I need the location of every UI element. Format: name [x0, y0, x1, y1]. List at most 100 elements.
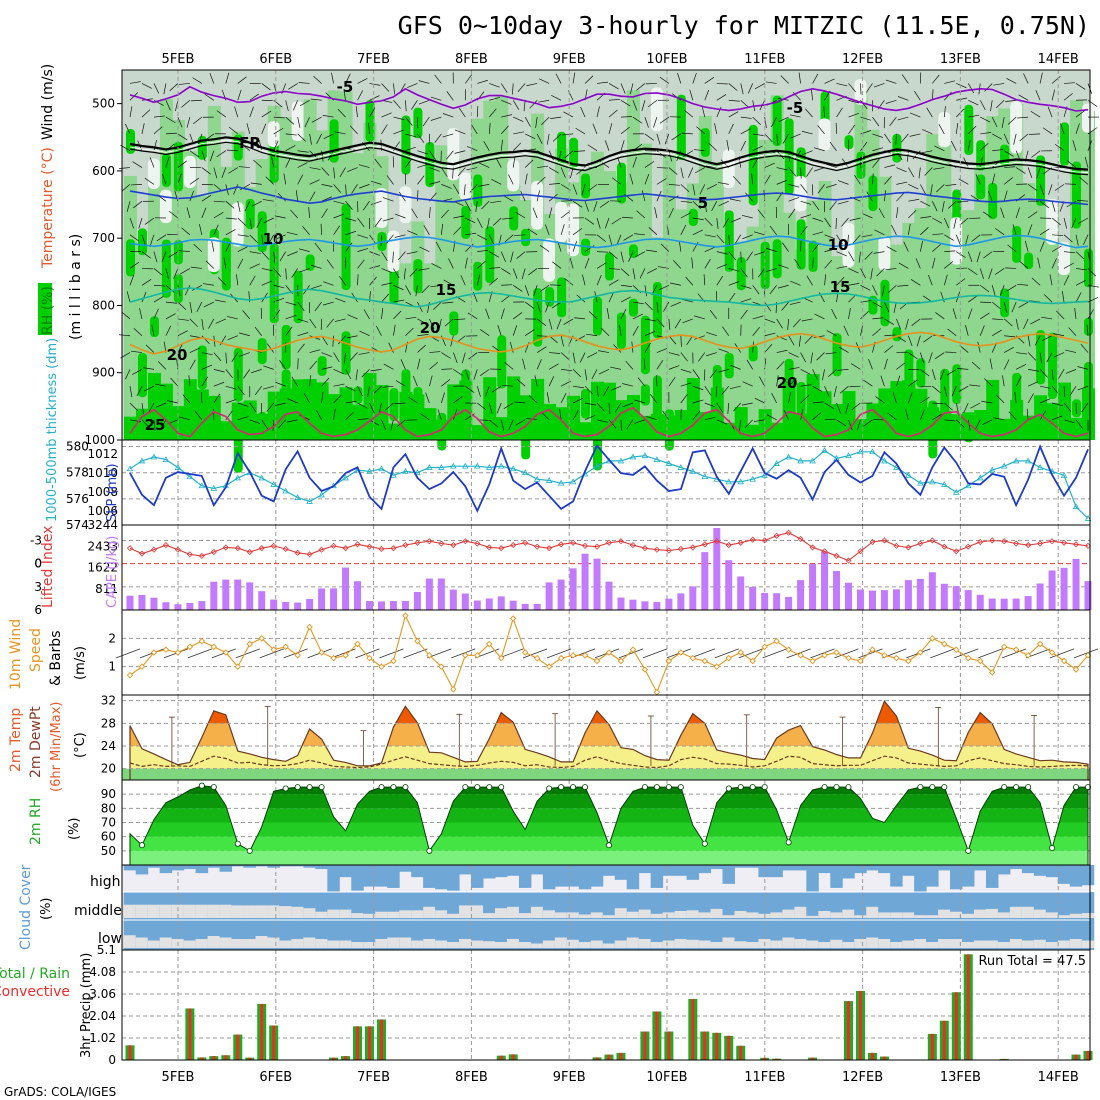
wind-barb — [593, 201, 598, 212]
wind-barb — [1075, 251, 1085, 260]
wind-barb — [1005, 267, 1017, 269]
thickness-marker — [737, 478, 745, 485]
wind-barb — [1077, 199, 1089, 202]
thickness-tick-label: 580 — [66, 440, 89, 454]
wind-barb — [969, 217, 981, 219]
wind-barb — [560, 352, 570, 361]
wind-barb — [492, 217, 502, 226]
wind-barb — [659, 76, 670, 84]
rh-high-blob — [748, 157, 758, 206]
date-label-top: 11FEB — [744, 52, 785, 67]
wind10-speed-marker — [390, 657, 397, 665]
wind-barb — [177, 330, 188, 337]
pressure-tick-label: 1000 — [84, 433, 115, 447]
wind-barb — [1043, 294, 1053, 303]
precip-convective-bar — [870, 1052, 874, 1060]
wind-barb — [780, 75, 789, 84]
wind-barb — [178, 83, 190, 85]
wind-barb — [896, 318, 901, 330]
wind-barb — [742, 381, 753, 387]
cape-bar — [413, 591, 421, 610]
wind-barb — [213, 224, 219, 235]
rh-high-blob — [964, 104, 974, 156]
wind-barb — [991, 173, 996, 185]
wind-barb — [541, 116, 550, 126]
cloud-gap — [626, 937, 640, 948]
thickness-marker — [438, 464, 445, 470]
wind-barb — [373, 385, 382, 394]
wind-barb — [598, 350, 610, 353]
wind-barb — [620, 116, 632, 118]
lifted-index-marker — [713, 538, 720, 545]
cloud-gap — [171, 904, 185, 918]
wind-barb — [141, 109, 151, 118]
pressure-tick-label: 800 — [92, 298, 115, 312]
lifted-index-marker — [138, 550, 146, 557]
cloud-low-label: low — [98, 931, 122, 947]
wind-barb — [223, 257, 227, 269]
wind10-barb — [1049, 648, 1075, 659]
wind-barb — [430, 96, 442, 101]
cloud-gap — [962, 942, 975, 948]
wind-barb — [184, 285, 191, 296]
cloud-gap — [770, 912, 783, 918]
wind-barb — [680, 184, 690, 192]
cloud-gap — [435, 910, 448, 918]
lifted-index-marker — [905, 544, 912, 551]
cloud-gap — [1045, 942, 1059, 948]
wind-barb — [463, 184, 466, 196]
cloud-high-bar — [243, 865, 256, 868]
wind-barb — [745, 192, 753, 202]
wind-barb — [1027, 381, 1039, 387]
wind-barb — [141, 402, 144, 414]
wind-barb — [539, 245, 550, 252]
wind-barb — [656, 348, 668, 353]
wind-barb — [824, 259, 833, 269]
rh-low-level-column — [938, 410, 952, 440]
precip-ticks: 01.022.043.064.085.1 — [89, 943, 116, 1067]
wind-barb — [320, 223, 322, 235]
wind10-speed-marker — [354, 640, 361, 648]
rh-high-blob — [221, 241, 231, 276]
wind-barb — [1071, 217, 1077, 229]
wind-barb — [914, 90, 921, 101]
lifted-index-marker — [1060, 539, 1068, 546]
wind-barb — [608, 279, 619, 286]
wind-barb — [434, 133, 442, 143]
cloud-gap — [1057, 915, 1071, 918]
wind-barb — [574, 150, 586, 152]
wind-barb — [390, 419, 394, 431]
wind-barb — [896, 362, 906, 370]
wind-barb — [970, 402, 981, 409]
wind-barb — [298, 82, 310, 84]
cloud-gap — [902, 912, 915, 918]
rh-low-level-column — [710, 387, 724, 440]
wind-barb — [382, 197, 394, 202]
wind-barb — [696, 126, 706, 135]
cloud-high-bar — [734, 865, 747, 868]
wind-barb — [525, 133, 536, 140]
cloud-gap — [842, 909, 855, 918]
wind-barb — [920, 352, 925, 364]
wind-barb — [1063, 93, 1073, 101]
wind10-speed-marker — [797, 652, 804, 659]
cloud-gap — [686, 939, 700, 948]
wind-barb — [491, 179, 502, 185]
precip-tick-label: 2.04 — [89, 1009, 116, 1023]
wind-barb — [273, 127, 284, 135]
cloud-high-label: high — [90, 874, 121, 890]
rh2m-tick-label: 60 — [101, 830, 116, 844]
wind-barb — [490, 200, 502, 204]
wind-barb — [189, 177, 200, 185]
rh-low-level-column — [866, 403, 880, 440]
wind-barb — [476, 274, 481, 286]
rh2m-marker — [821, 784, 828, 791]
wind-barb — [173, 268, 179, 279]
cloud-gap — [255, 905, 268, 918]
lifted-index-marker — [617, 538, 625, 545]
wind-barb — [165, 132, 177, 135]
wind-barb — [465, 217, 476, 224]
wind-barb — [369, 276, 377, 286]
wind-barb — [708, 142, 718, 151]
cloud-high-bar — [770, 865, 783, 878]
